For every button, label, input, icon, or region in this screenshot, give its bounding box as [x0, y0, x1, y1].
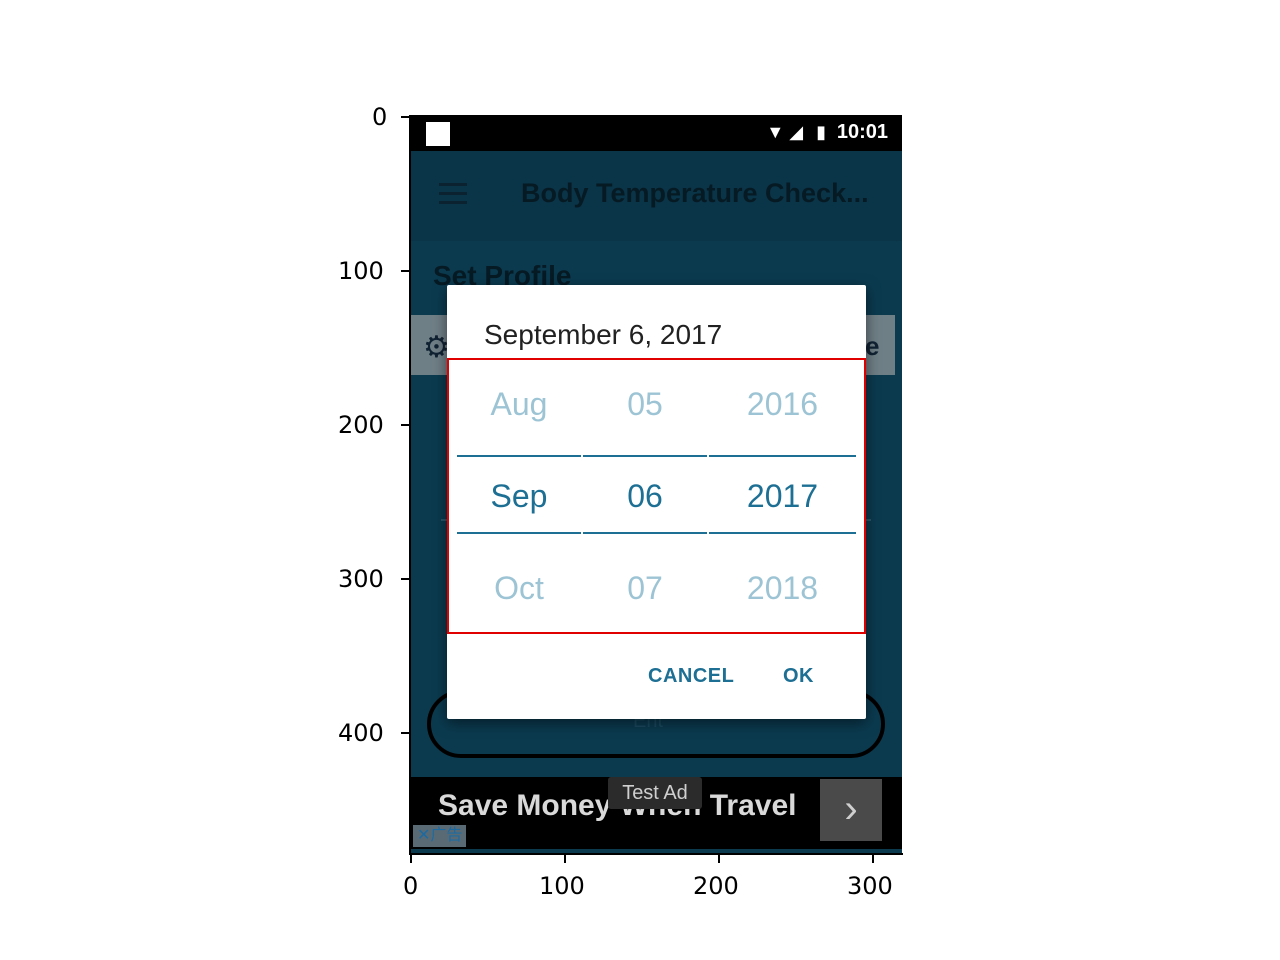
- wifi-icon: ▼: [766, 122, 785, 142]
- y-tick-mark: [401, 732, 409, 734]
- y-tick-label: 200: [338, 411, 384, 439]
- day-next[interactable]: 07: [627, 570, 663, 606]
- month-next[interactable]: Oct: [494, 570, 544, 606]
- y-tick-label: 100: [338, 257, 384, 285]
- signal-icon: ◢: [789, 122, 804, 142]
- year-prev[interactable]: 2016: [746, 386, 819, 422]
- month-separator-top: [457, 455, 581, 457]
- x-tick-mark: [564, 855, 566, 863]
- day-prev[interactable]: 05: [627, 386, 663, 422]
- ok-button[interactable]: OK: [783, 665, 814, 687]
- ad-close-tag[interactable]: ✕广告: [413, 825, 467, 847]
- battery-charging-icon: ▮: [816, 122, 826, 142]
- x-tick-label: 100: [539, 872, 585, 900]
- month-prev[interactable]: Aug: [490, 386, 548, 422]
- y-tick-mark: [401, 116, 409, 118]
- y-tick-mark: [401, 270, 409, 272]
- test-ad-badge: Test Ad: [608, 777, 702, 809]
- year-separator-bottom: [709, 532, 856, 534]
- chevron-right-icon[interactable]: ›: [820, 779, 882, 841]
- year-next[interactable]: 2018: [746, 570, 819, 606]
- app-bar: Body Temperature Check...: [411, 151, 902, 241]
- date-spinner[interactable]: Aug Sep Oct 05 06 07 2016 2017 2018: [447, 358, 866, 634]
- dialog-header-date: September 6, 2017: [484, 319, 723, 350]
- x-tick-mark: [718, 855, 720, 863]
- status-time: 10:01: [836, 121, 888, 143]
- settings-band-label: e: [865, 331, 880, 361]
- month-separator-bottom: [457, 532, 581, 534]
- year-current[interactable]: 2017: [746, 478, 819, 514]
- status-bar: ▼ ◢ ▮ 10:01: [411, 115, 902, 151]
- x-tick-mark: [872, 855, 874, 863]
- x-tick-label: 200: [693, 872, 739, 900]
- x-axis-line: [409, 853, 903, 855]
- y-tick-label: 0: [372, 103, 388, 131]
- day-current[interactable]: 06: [627, 478, 663, 514]
- menu-icon[interactable]: [439, 183, 467, 204]
- phone-screen: ▼ ◢ ▮ 10:01 Body Temperature Check... Se…: [411, 115, 902, 853]
- month-column[interactable]: Aug Sep Oct: [457, 360, 581, 632]
- y-tick-mark: [401, 578, 409, 580]
- y-axis-line: [409, 115, 411, 855]
- status-icons: ▼ ◢ ▮: [766, 122, 826, 143]
- app-title: Body Temperature Check...: [521, 178, 869, 208]
- date-picker-dialog: September 6, 2017 Aug Sep Oct 05 06 07 2…: [447, 285, 866, 719]
- x-tick-mark: [410, 855, 412, 863]
- x-tick-label: 300: [847, 872, 893, 900]
- cancel-button[interactable]: CANCEL: [648, 665, 735, 687]
- y-tick-label: 400: [338, 719, 384, 747]
- year-column[interactable]: 2016 2017 2018: [709, 360, 856, 632]
- day-column[interactable]: 05 06 07: [583, 360, 707, 632]
- y-tick-label: 300: [338, 565, 384, 593]
- day-separator-bottom: [583, 532, 707, 534]
- gear-icon: ⚙: [423, 331, 450, 364]
- day-separator-top: [583, 455, 707, 457]
- notification-icon: [426, 122, 450, 146]
- year-separator-top: [709, 455, 856, 457]
- month-current[interactable]: Sep: [490, 478, 548, 514]
- x-tick-label: 0: [403, 872, 419, 900]
- y-tick-mark: [401, 424, 409, 426]
